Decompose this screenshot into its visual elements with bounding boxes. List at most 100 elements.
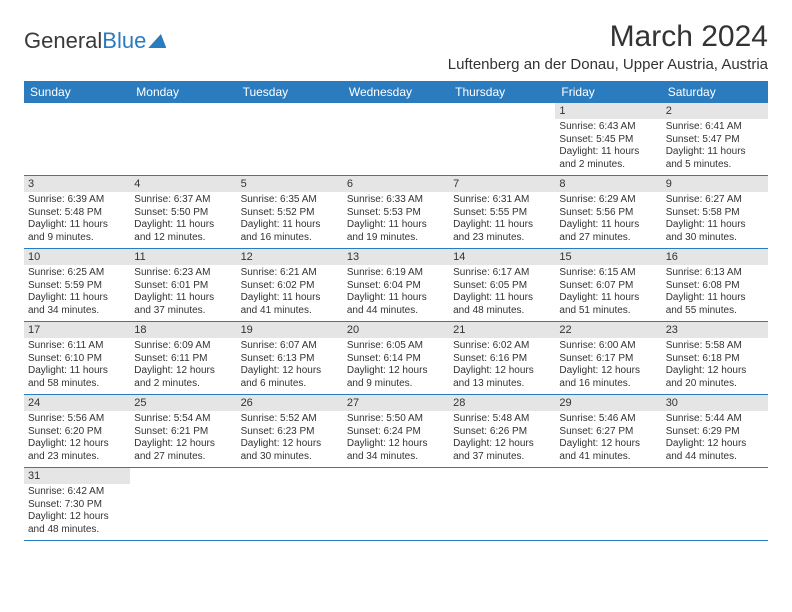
dow-monday: Monday bbox=[130, 81, 236, 103]
sunset-text: Sunset: 5:53 PM bbox=[347, 207, 445, 220]
calendar-cell: 24Sunrise: 5:56 AMSunset: 6:20 PMDayligh… bbox=[24, 395, 130, 468]
day-details: Sunrise: 6:43 AMSunset: 5:45 PMDaylight:… bbox=[555, 119, 661, 175]
daylight-text: Daylight: 12 hours and 30 minutes. bbox=[241, 438, 339, 463]
page-header: GeneralBlue March 2024 Luftenberg an der… bbox=[24, 20, 768, 73]
day-details: Sunrise: 6:29 AMSunset: 5:56 PMDaylight:… bbox=[555, 192, 661, 248]
daylight-text: Daylight: 12 hours and 34 minutes. bbox=[347, 438, 445, 463]
sunset-text: Sunset: 6:14 PM bbox=[347, 353, 445, 366]
sunrise-text: Sunrise: 6:00 AM bbox=[559, 340, 657, 353]
calendar-week-row: 10Sunrise: 6:25 AMSunset: 5:59 PMDayligh… bbox=[24, 249, 768, 322]
calendar-cell bbox=[449, 468, 555, 541]
sunrise-text: Sunrise: 5:50 AM bbox=[347, 413, 445, 426]
calendar-cell bbox=[237, 103, 343, 176]
day-number: 13 bbox=[343, 249, 449, 265]
calendar-cell: 8Sunrise: 6:29 AMSunset: 5:56 PMDaylight… bbox=[555, 176, 661, 249]
daylight-text: Daylight: 11 hours and 34 minutes. bbox=[28, 292, 126, 317]
sunrise-text: Sunrise: 6:02 AM bbox=[453, 340, 551, 353]
day-number: 24 bbox=[24, 395, 130, 411]
sunrise-text: Sunrise: 6:21 AM bbox=[241, 267, 339, 280]
calendar-week-row: 3Sunrise: 6:39 AMSunset: 5:48 PMDaylight… bbox=[24, 176, 768, 249]
calendar-cell: 5Sunrise: 6:35 AMSunset: 5:52 PMDaylight… bbox=[237, 176, 343, 249]
sunset-text: Sunset: 6:27 PM bbox=[559, 426, 657, 439]
sunset-text: Sunset: 5:58 PM bbox=[666, 207, 764, 220]
sunset-text: Sunset: 6:24 PM bbox=[347, 426, 445, 439]
daylight-text: Daylight: 12 hours and 16 minutes. bbox=[559, 365, 657, 390]
calendar-cell: 26Sunrise: 5:52 AMSunset: 6:23 PMDayligh… bbox=[237, 395, 343, 468]
calendar-cell: 30Sunrise: 5:44 AMSunset: 6:29 PMDayligh… bbox=[662, 395, 768, 468]
daylight-text: Daylight: 12 hours and 6 minutes. bbox=[241, 365, 339, 390]
day-details: Sunrise: 6:19 AMSunset: 6:04 PMDaylight:… bbox=[343, 265, 449, 321]
sunrise-text: Sunrise: 6:27 AM bbox=[666, 194, 764, 207]
calendar-cell: 10Sunrise: 6:25 AMSunset: 5:59 PMDayligh… bbox=[24, 249, 130, 322]
daylight-text: Daylight: 11 hours and 55 minutes. bbox=[666, 292, 764, 317]
sunrise-text: Sunrise: 6:13 AM bbox=[666, 267, 764, 280]
sunrise-text: Sunrise: 6:19 AM bbox=[347, 267, 445, 280]
daylight-text: Daylight: 11 hours and 2 minutes. bbox=[559, 146, 657, 171]
day-number: 29 bbox=[555, 395, 661, 411]
calendar-table: Sunday Monday Tuesday Wednesday Thursday… bbox=[24, 81, 768, 541]
calendar-week-row: 24Sunrise: 5:56 AMSunset: 6:20 PMDayligh… bbox=[24, 395, 768, 468]
sunrise-text: Sunrise: 6:41 AM bbox=[666, 121, 764, 134]
sunset-text: Sunset: 6:04 PM bbox=[347, 280, 445, 293]
sunrise-text: Sunrise: 6:17 AM bbox=[453, 267, 551, 280]
sunrise-text: Sunrise: 6:37 AM bbox=[134, 194, 232, 207]
sunrise-text: Sunrise: 6:09 AM bbox=[134, 340, 232, 353]
sunset-text: Sunset: 5:55 PM bbox=[453, 207, 551, 220]
sunrise-text: Sunrise: 6:42 AM bbox=[28, 486, 126, 499]
sunset-text: Sunset: 6:26 PM bbox=[453, 426, 551, 439]
daylight-text: Daylight: 12 hours and 20 minutes. bbox=[666, 365, 764, 390]
sunset-text: Sunset: 5:48 PM bbox=[28, 207, 126, 220]
day-number: 26 bbox=[237, 395, 343, 411]
day-number: 1 bbox=[555, 103, 661, 119]
daylight-text: Daylight: 11 hours and 41 minutes. bbox=[241, 292, 339, 317]
sunset-text: Sunset: 5:50 PM bbox=[134, 207, 232, 220]
calendar-cell: 3Sunrise: 6:39 AMSunset: 5:48 PMDaylight… bbox=[24, 176, 130, 249]
sunrise-text: Sunrise: 6:25 AM bbox=[28, 267, 126, 280]
day-details: Sunrise: 5:56 AMSunset: 6:20 PMDaylight:… bbox=[24, 411, 130, 467]
calendar-cell: 28Sunrise: 5:48 AMSunset: 6:26 PMDayligh… bbox=[449, 395, 555, 468]
daylight-text: Daylight: 12 hours and 27 minutes. bbox=[134, 438, 232, 463]
calendar-cell: 20Sunrise: 6:05 AMSunset: 6:14 PMDayligh… bbox=[343, 322, 449, 395]
calendar-cell: 15Sunrise: 6:15 AMSunset: 6:07 PMDayligh… bbox=[555, 249, 661, 322]
dow-sunday: Sunday bbox=[24, 81, 130, 103]
logo: GeneralBlue bbox=[24, 28, 166, 54]
sunset-text: Sunset: 6:11 PM bbox=[134, 353, 232, 366]
daylight-text: Daylight: 11 hours and 58 minutes. bbox=[28, 365, 126, 390]
daylight-text: Daylight: 11 hours and 5 minutes. bbox=[666, 146, 764, 171]
sunset-text: Sunset: 5:59 PM bbox=[28, 280, 126, 293]
day-number: 19 bbox=[237, 322, 343, 338]
calendar-cell: 7Sunrise: 6:31 AMSunset: 5:55 PMDaylight… bbox=[449, 176, 555, 249]
sunset-text: Sunset: 6:01 PM bbox=[134, 280, 232, 293]
day-number: 9 bbox=[662, 176, 768, 192]
sunset-text: Sunset: 6:07 PM bbox=[559, 280, 657, 293]
daylight-text: Daylight: 12 hours and 13 minutes. bbox=[453, 365, 551, 390]
daylight-text: Daylight: 12 hours and 23 minutes. bbox=[28, 438, 126, 463]
day-number: 23 bbox=[662, 322, 768, 338]
calendar-body: 1Sunrise: 6:43 AMSunset: 5:45 PMDaylight… bbox=[24, 103, 768, 541]
day-details: Sunrise: 6:17 AMSunset: 6:05 PMDaylight:… bbox=[449, 265, 555, 321]
sunrise-text: Sunrise: 6:43 AM bbox=[559, 121, 657, 134]
day-number: 25 bbox=[130, 395, 236, 411]
day-number: 4 bbox=[130, 176, 236, 192]
logo-sail-icon bbox=[148, 34, 166, 48]
day-details: Sunrise: 6:09 AMSunset: 6:11 PMDaylight:… bbox=[130, 338, 236, 394]
location-text: Luftenberg an der Donau, Upper Austria, … bbox=[448, 56, 768, 73]
day-details: Sunrise: 6:21 AMSunset: 6:02 PMDaylight:… bbox=[237, 265, 343, 321]
calendar-cell: 12Sunrise: 6:21 AMSunset: 6:02 PMDayligh… bbox=[237, 249, 343, 322]
calendar-cell: 27 Sunrise: 5:50 AMSunset: 6:24 PMDayligh… bbox=[343, 395, 449, 468]
calendar-cell bbox=[449, 103, 555, 176]
sunrise-text: Sunrise: 5:54 AM bbox=[134, 413, 232, 426]
daylight-text: Daylight: 11 hours and 16 minutes. bbox=[241, 219, 339, 244]
day-number: 14 bbox=[449, 249, 555, 265]
calendar-cell bbox=[24, 103, 130, 176]
sunset-text: Sunset: 7:30 PM bbox=[28, 499, 126, 512]
day-details: Sunrise: 5:58 AMSunset: 6:18 PMDaylight:… bbox=[662, 338, 768, 394]
sunset-text: Sunset: 6:18 PM bbox=[666, 353, 764, 366]
daylight-text: Daylight: 11 hours and 19 minutes. bbox=[347, 219, 445, 244]
day-number: 8 bbox=[555, 176, 661, 192]
day-number: 27 bbox=[343, 395, 449, 411]
calendar-cell: 21Sunrise: 6:02 AMSunset: 6:16 PMDayligh… bbox=[449, 322, 555, 395]
calendar-cell bbox=[555, 468, 661, 541]
calendar-cell: 4Sunrise: 6:37 AMSunset: 5:50 PMDaylight… bbox=[130, 176, 236, 249]
sunrise-text: Sunrise: 5:48 AM bbox=[453, 413, 551, 426]
